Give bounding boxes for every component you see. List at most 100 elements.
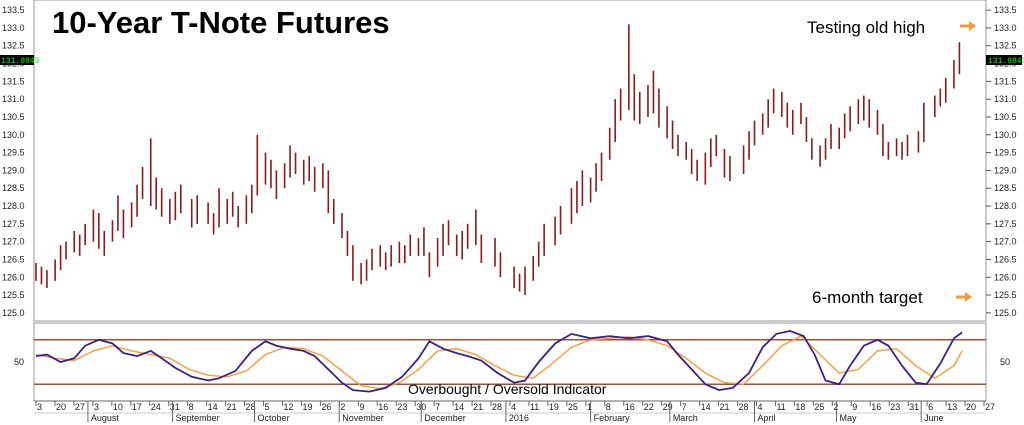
date-tick-label: 26	[321, 402, 331, 412]
date-tick-label: 16	[625, 402, 635, 412]
price-tick-label-right: 130.5	[994, 112, 1017, 122]
date-tick-label: 27	[985, 402, 995, 412]
date-tick-label: 14	[454, 402, 464, 412]
date-axis: 3 20 27 3 10 17 24 31 8 14 21 28 5 12 19 26 2 9 16 23 30 7 14 2…	[35, 401, 995, 412]
date-tick-label: 14	[701, 402, 711, 412]
price-tick-label-left: 125.5	[2, 290, 25, 300]
price-tick-label-right: 131.5	[994, 76, 1017, 86]
indicator-tick-label-left: 50	[14, 357, 24, 367]
date-tick-label: 22	[644, 402, 654, 412]
date-tick-label: 21	[720, 402, 730, 412]
date-tick-label: 18	[795, 402, 805, 412]
date-tick-label: 10	[113, 402, 123, 412]
month-label: February	[594, 413, 631, 423]
arrow-right-icon	[960, 21, 976, 31]
date-tick-label: 25	[568, 402, 578, 412]
price-tick-label-left: 130.0	[2, 130, 25, 140]
price-tick-label-right: 129.0	[994, 165, 1017, 175]
price-axis-left: 125.0 125.5 126.0 126.5 127.0 127.5 128.0 128.5…	[2, 5, 25, 318]
date-tick-label: 2	[340, 402, 345, 412]
price-tick-label-right: 130.0	[994, 130, 1017, 140]
date-tick-label: 17	[132, 402, 142, 412]
price-tick-label-left: 125.0	[2, 308, 25, 318]
price-tick-label-right: 126.0	[994, 272, 1017, 282]
date-tick-label: 28	[492, 402, 502, 412]
date-tick-label: 8	[189, 402, 194, 412]
price-tick-label-left: 127.5	[2, 219, 25, 229]
date-tick-label: 31	[909, 402, 919, 412]
date-tick-label: 16	[378, 402, 388, 412]
price-tick-label-left: 133.5	[2, 5, 25, 15]
date-tick-label: 13	[947, 402, 957, 412]
date-tick-label: 6	[928, 402, 933, 412]
annotation-testing-old-high: Testing old high	[807, 18, 925, 37]
price-tick-label-left: 130.5	[2, 112, 25, 122]
date-tick-label: 9	[852, 402, 857, 412]
date-tick-label: 14	[208, 402, 218, 412]
price-tick-label-left: 133.0	[2, 23, 25, 33]
price-tick-label-left: 126.5	[2, 254, 25, 264]
indicator-signal-line	[35, 335, 963, 390]
price-tick-label-left: 128.5	[2, 183, 25, 193]
month-labels: August September October November December 20…	[87, 401, 944, 423]
month-label: 2016	[509, 413, 529, 423]
month-label: November	[342, 413, 384, 423]
date-tick-label: 3	[37, 402, 42, 412]
date-tick-label: 4	[511, 402, 516, 412]
price-tick-label-right: 128.5	[994, 183, 1017, 193]
month-label: June	[924, 413, 944, 423]
price-tick-label-right: 126.5	[994, 254, 1017, 264]
indicator-axis: 50 50	[14, 357, 1010, 367]
price-tick-label-right: 127.5	[994, 219, 1017, 229]
price-tick-label-left: 131.0	[2, 94, 25, 104]
price-tick-label-right: 132.5	[994, 41, 1017, 51]
date-tick-label: 31	[170, 402, 180, 412]
month-label: August	[91, 413, 120, 423]
date-tick-label: 23	[890, 402, 900, 412]
indicator-tick-label-right: 50	[1000, 357, 1010, 367]
date-tick-label: 4	[757, 402, 762, 412]
price-tick-label-left: 129.5	[2, 148, 25, 158]
month-label: May	[839, 413, 857, 423]
date-tick-label: 1	[587, 402, 592, 412]
chart-title: 10-Year T-Note Futures	[52, 5, 390, 40]
price-tick-label-right: 128.0	[994, 201, 1017, 211]
date-tick-label: 19	[302, 402, 312, 412]
month-label: September	[176, 413, 220, 423]
date-tick-label: 20	[56, 402, 66, 412]
date-tick-label: 25	[814, 402, 824, 412]
price-axis-right: 125.0 125.5 126.0 126.5 127.0 127.5 128.0 128.5…	[986, 5, 1017, 318]
date-tick-label: 21	[227, 402, 237, 412]
price-tick-label-left: 131.5	[2, 76, 25, 86]
date-tick-label: 8	[606, 402, 611, 412]
price-tick-label-right: 125.0	[994, 308, 1017, 318]
month-label: December	[424, 413, 466, 423]
price-tick-label-left: 132.5	[2, 41, 25, 51]
date-tick-label: 20	[966, 402, 976, 412]
indicator-main-line	[35, 329, 963, 393]
date-tick-label: 12	[283, 402, 293, 412]
price-tick-label-right: 129.5	[994, 148, 1017, 158]
date-tick-label: 11	[530, 402, 539, 412]
price-tick-label-left: 128.0	[2, 201, 25, 211]
last-price-label-right: 131.9843	[988, 57, 1024, 66]
date-tick-label: 28	[739, 402, 749, 412]
date-tick-label: 29	[663, 402, 673, 412]
date-tick-label: 19	[549, 402, 559, 412]
price-tick-label-right: 125.5	[994, 290, 1017, 300]
date-tick-label: 5	[265, 402, 270, 412]
last-price-label-left: 131.9843	[1, 57, 40, 66]
price-bars	[35, 24, 961, 296]
date-tick-label: 16	[871, 402, 881, 412]
annotation-six-month-target: 6-month target	[812, 288, 923, 307]
date-tick-label: 2	[833, 402, 838, 412]
date-tick-label: 27	[75, 402, 85, 412]
date-tick-label: 9	[359, 402, 364, 412]
price-panel-frame	[33, 0, 987, 322]
last-price-tag-left: 131.9843	[0, 55, 40, 66]
date-tick-label: 3	[94, 402, 99, 412]
price-tick-label-right: 133.0	[994, 23, 1017, 33]
arrow-right-icon	[956, 292, 972, 302]
month-label: April	[758, 413, 776, 423]
